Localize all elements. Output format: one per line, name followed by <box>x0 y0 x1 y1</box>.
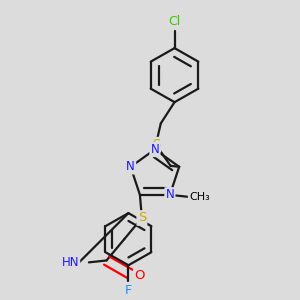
Text: S: S <box>138 212 146 224</box>
Text: F: F <box>125 284 132 297</box>
Text: O: O <box>135 269 145 282</box>
Text: HN: HN <box>61 256 79 269</box>
Text: N: N <box>126 160 135 173</box>
Text: N: N <box>166 188 174 201</box>
Text: CH₃: CH₃ <box>189 192 210 202</box>
Text: Cl: Cl <box>168 15 181 28</box>
Text: N: N <box>151 143 159 156</box>
Text: S: S <box>152 138 160 151</box>
